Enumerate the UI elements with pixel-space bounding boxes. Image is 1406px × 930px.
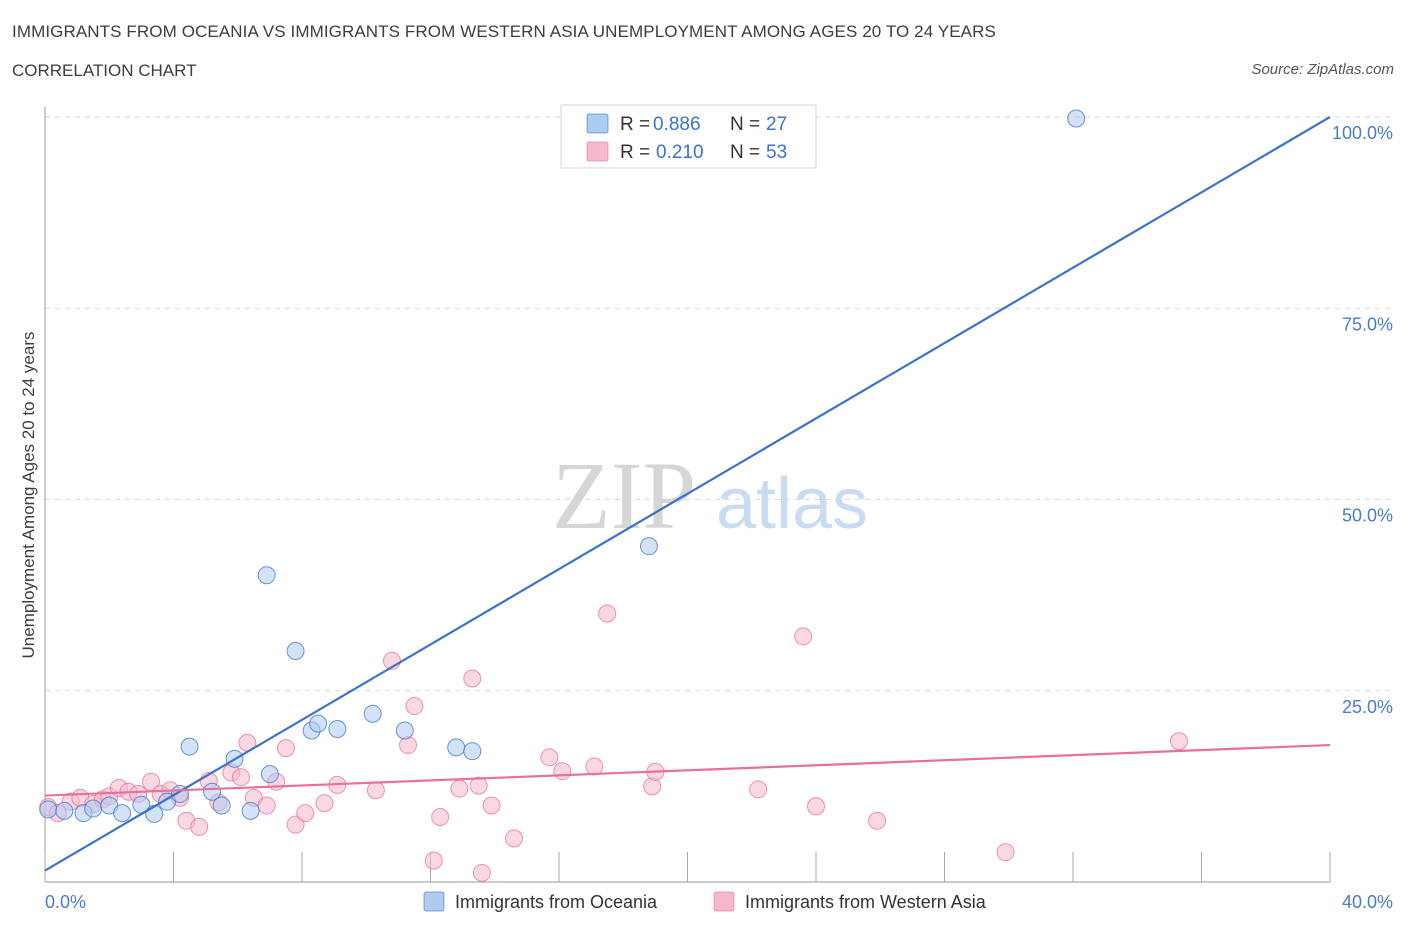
chart-subtitle: CORRELATION CHART: [12, 61, 197, 80]
y-tick-label-1: 50.0%: [1342, 506, 1393, 526]
point-western-asia-24: [276, 739, 295, 758]
point-western-asia-51: [996, 843, 1015, 862]
point-oceania-10: [180, 737, 199, 756]
point-western-asia-36: [463, 669, 482, 688]
point-oceania-1: [55, 801, 74, 820]
x-tick-label-1: 40.0%: [1342, 892, 1393, 912]
point-western-asia-48: [807, 797, 825, 816]
watermark-atlas: atlas: [716, 464, 868, 544]
point-western-asia-33: [424, 851, 443, 870]
point-western-asia-41: [540, 748, 559, 767]
points-layer: [39, 109, 1189, 882]
point-western-asia-29: [366, 781, 385, 800]
y-axis-title: Unemployment Among Ages 20 to 24 years: [19, 332, 38, 659]
point-western-asia-15: [190, 817, 209, 836]
point-oceania-22: [395, 721, 414, 740]
point-western-asia-43: [585, 757, 604, 776]
series-legend-label-western-asia: Immigrants from Western Asia: [745, 892, 987, 912]
point-oceania-12: [212, 796, 231, 815]
point-western-asia-40: [472, 863, 491, 882]
point-oceania-20: [328, 720, 347, 738]
series-legend: Immigrants from Oceania Immigrants from …: [423, 891, 987, 912]
point-western-asia-10: [142, 772, 161, 791]
series-legend-label-oceania: Immigrants from Oceania: [455, 892, 658, 912]
y-tick-labels: 25.0% 50.0% 75.0% 100.0%: [1332, 123, 1393, 717]
trend-line-western-asia: [44, 743, 1331, 797]
point-western-asia-45: [643, 777, 662, 796]
point-oceania-11: [203, 782, 222, 801]
x-tick-labels: 0.0% 40.0%: [45, 892, 1393, 912]
trend-line-oceania: [44, 116, 1331, 872]
y-tick-label-0: 25.0%: [1342, 697, 1393, 717]
series-legend-swatch-western-asia: [713, 891, 735, 912]
legend-r-value-oceania: 0.886: [653, 114, 701, 135]
x-tick-label-0: 0.0%: [45, 892, 86, 912]
point-western-asia-52: [1170, 732, 1189, 751]
point-western-asia-26: [296, 804, 315, 823]
point-western-asia-35: [450, 779, 469, 798]
grid-layer: [45, 116, 1395, 692]
point-western-asia-44: [598, 604, 617, 623]
point-western-asia-22: [257, 796, 276, 815]
point-oceania-17: [286, 641, 305, 660]
legend-n-value-western-asia: 53: [766, 142, 787, 163]
legend-r-value-western-asia: 0.210: [656, 142, 704, 163]
axes-layer: [44, 107, 1331, 883]
point-oceania-21: [363, 704, 382, 723]
point-western-asia-47: [749, 780, 768, 799]
point-western-asia-50: [868, 811, 887, 830]
point-oceania-23: [447, 738, 466, 757]
series-legend-swatch-oceania: [423, 891, 445, 912]
point-oceania-16: [257, 566, 276, 585]
watermark-zip: ZIP: [552, 442, 696, 549]
point-western-asia-42: [553, 762, 572, 781]
legend-n-value-oceania: 27: [766, 114, 787, 135]
point-oceania-19: [309, 714, 328, 733]
point-western-asia-39: [505, 829, 524, 848]
point-oceania-5: [113, 804, 132, 823]
trend-lines: [44, 116, 1331, 872]
point-oceania-14: [241, 801, 260, 820]
legend-n-label-oceania: N =: [730, 114, 760, 135]
point-western-asia-32: [405, 697, 424, 716]
point-oceania-25: [639, 537, 658, 556]
point-western-asia-34: [431, 807, 450, 826]
y-tick-label-2: 75.0%: [1342, 314, 1393, 334]
watermark: ZIP atlas: [552, 442, 868, 549]
point-western-asia-38: [482, 796, 501, 815]
legend-r-label-oceania: R =: [620, 114, 650, 135]
point-western-asia-19: [231, 768, 250, 787]
stats-legend: R = 0.886 N = 27 R = 0.210 N = 53: [560, 104, 817, 169]
point-oceania-24: [463, 742, 482, 761]
legend-r-label-western-asia: R =: [620, 142, 650, 163]
point-oceania-7: [145, 804, 164, 823]
chart-title: IMMIGRANTS FROM OCEANIA VS IMMIGRANTS FR…: [12, 22, 996, 41]
point-oceania-15: [260, 765, 279, 784]
point-western-asia-49: [794, 627, 813, 646]
source-credit: Source: ZipAtlas.com: [1251, 61, 1394, 78]
point-oceania-26: [1067, 109, 1086, 128]
legend-swatch-western-asia: [586, 141, 609, 162]
point-western-asia-37: [469, 776, 488, 795]
y-tick-label-3: 100.0%: [1332, 123, 1393, 143]
point-oceania-3: [84, 799, 103, 818]
point-western-asia-25: [286, 815, 305, 834]
legend-n-label-western-asia: N =: [730, 142, 760, 163]
point-western-asia-27: [315, 794, 334, 813]
legend-swatch-oceania: [586, 113, 609, 134]
point-oceania-0: [39, 800, 58, 819]
point-western-asia-31: [399, 736, 418, 755]
